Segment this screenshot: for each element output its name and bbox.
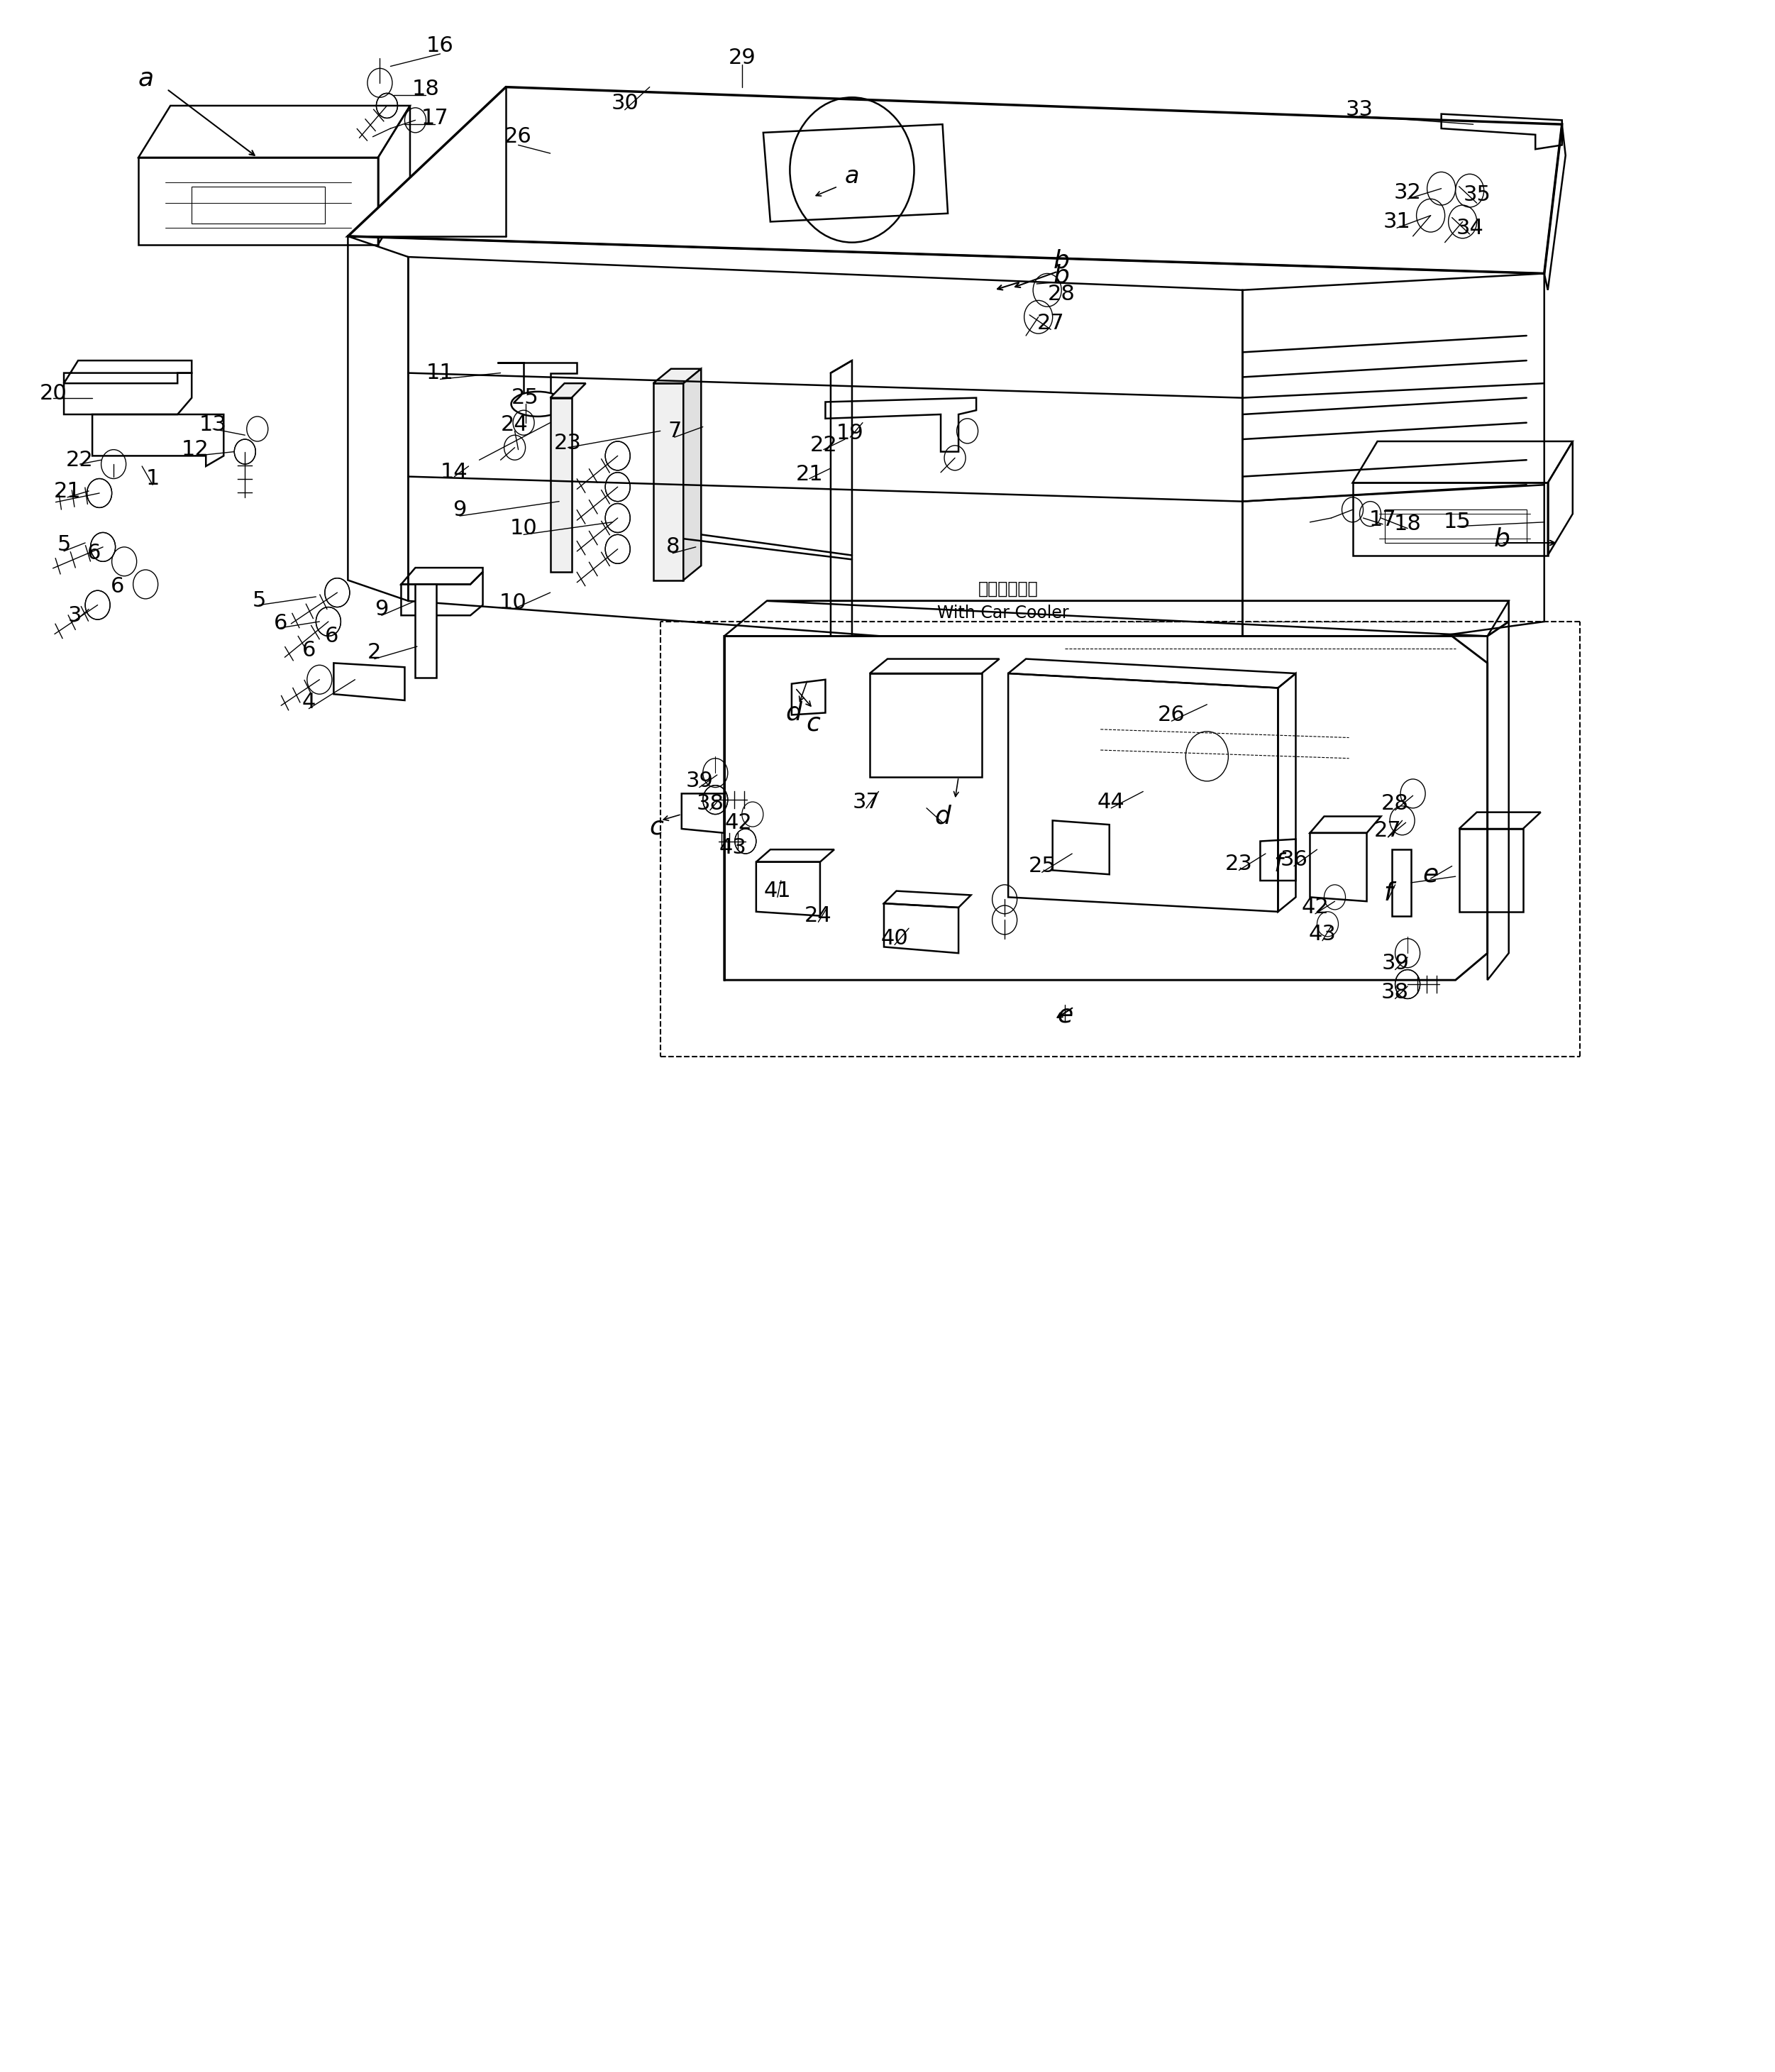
Text: 38: 38 bbox=[1381, 982, 1409, 1003]
Text: 27: 27 bbox=[1037, 313, 1065, 334]
Text: 6: 6 bbox=[325, 626, 339, 646]
Text: 2: 2 bbox=[367, 642, 382, 663]
Text: e: e bbox=[1058, 1003, 1072, 1028]
Text: b: b bbox=[1053, 249, 1070, 274]
Text: 33: 33 bbox=[1345, 99, 1374, 120]
Text: b: b bbox=[1053, 263, 1070, 288]
Text: 31: 31 bbox=[1383, 211, 1411, 232]
Polygon shape bbox=[653, 369, 701, 383]
Text: c: c bbox=[650, 814, 664, 839]
Text: 41: 41 bbox=[763, 881, 792, 901]
Text: 22: 22 bbox=[809, 435, 838, 456]
Text: 25: 25 bbox=[1028, 856, 1056, 876]
Text: 20: 20 bbox=[39, 383, 67, 404]
Text: 9: 9 bbox=[453, 499, 467, 520]
Text: 34: 34 bbox=[1456, 218, 1484, 238]
Polygon shape bbox=[683, 369, 701, 580]
Text: 12: 12 bbox=[181, 439, 209, 460]
Text: 39: 39 bbox=[685, 771, 714, 792]
Text: 43: 43 bbox=[719, 837, 747, 858]
Text: 26: 26 bbox=[1157, 704, 1186, 725]
Text: 6: 6 bbox=[273, 613, 288, 634]
Text: 21: 21 bbox=[53, 481, 82, 501]
Text: 44: 44 bbox=[1097, 792, 1125, 812]
Text: 10: 10 bbox=[499, 593, 527, 613]
Text: 40: 40 bbox=[880, 928, 909, 949]
Text: 23: 23 bbox=[554, 433, 582, 454]
Text: 5: 5 bbox=[57, 535, 71, 555]
Text: 15: 15 bbox=[1443, 512, 1471, 533]
Polygon shape bbox=[550, 383, 586, 398]
Text: 7: 7 bbox=[667, 421, 682, 441]
Text: 18: 18 bbox=[1393, 514, 1422, 535]
Text: 28: 28 bbox=[1047, 284, 1076, 305]
Text: 19: 19 bbox=[836, 423, 864, 443]
Text: 6: 6 bbox=[87, 543, 101, 564]
Text: 9: 9 bbox=[375, 599, 389, 620]
Text: 13: 13 bbox=[199, 414, 227, 435]
Text: c: c bbox=[806, 711, 820, 736]
Text: 16: 16 bbox=[426, 35, 454, 56]
Text: a: a bbox=[845, 164, 859, 189]
Polygon shape bbox=[724, 636, 1487, 980]
Text: 38: 38 bbox=[696, 794, 724, 814]
Text: 18: 18 bbox=[412, 79, 440, 99]
Text: 29: 29 bbox=[728, 48, 756, 68]
Text: カークーラ付: カークーラ付 bbox=[978, 580, 1038, 597]
Text: a: a bbox=[138, 66, 153, 91]
Text: 26: 26 bbox=[504, 126, 532, 147]
Text: With Car Cooler: With Car Cooler bbox=[937, 605, 1069, 622]
Text: d: d bbox=[934, 804, 951, 829]
Text: 35: 35 bbox=[1463, 184, 1491, 205]
Text: 24: 24 bbox=[501, 414, 529, 435]
Text: b: b bbox=[1493, 526, 1511, 551]
Polygon shape bbox=[348, 87, 1562, 274]
Text: d: d bbox=[785, 700, 802, 725]
Text: 23: 23 bbox=[1225, 854, 1253, 874]
Ellipse shape bbox=[511, 392, 564, 416]
Text: 28: 28 bbox=[1381, 794, 1409, 814]
Text: 25: 25 bbox=[511, 387, 540, 408]
Polygon shape bbox=[653, 383, 683, 580]
Text: 36: 36 bbox=[1280, 850, 1308, 870]
Text: 1: 1 bbox=[146, 468, 160, 489]
Text: 6: 6 bbox=[110, 576, 124, 597]
Text: 22: 22 bbox=[66, 450, 94, 470]
Text: 42: 42 bbox=[724, 812, 753, 833]
Text: 11: 11 bbox=[426, 363, 454, 383]
Text: 39: 39 bbox=[1381, 953, 1409, 974]
Text: 24: 24 bbox=[804, 905, 832, 926]
Text: 5: 5 bbox=[252, 591, 266, 611]
Text: 10: 10 bbox=[509, 518, 538, 539]
Text: f: f bbox=[1273, 852, 1283, 876]
Text: 4: 4 bbox=[302, 692, 316, 713]
Polygon shape bbox=[415, 584, 437, 678]
Text: 3: 3 bbox=[67, 605, 82, 626]
Text: f: f bbox=[1383, 881, 1393, 905]
Text: 21: 21 bbox=[795, 464, 824, 485]
Polygon shape bbox=[550, 398, 572, 572]
Text: 27: 27 bbox=[1374, 821, 1402, 841]
Text: 43: 43 bbox=[1308, 924, 1337, 945]
Text: 8: 8 bbox=[666, 537, 680, 557]
Text: e: e bbox=[1424, 862, 1438, 887]
Text: 30: 30 bbox=[611, 93, 639, 114]
Text: 37: 37 bbox=[852, 792, 880, 812]
Text: 17: 17 bbox=[1369, 510, 1397, 530]
Text: 14: 14 bbox=[440, 462, 469, 483]
Text: 17: 17 bbox=[421, 108, 449, 128]
Text: 42: 42 bbox=[1301, 897, 1329, 918]
Text: 6: 6 bbox=[302, 640, 316, 661]
Text: 32: 32 bbox=[1393, 182, 1422, 203]
